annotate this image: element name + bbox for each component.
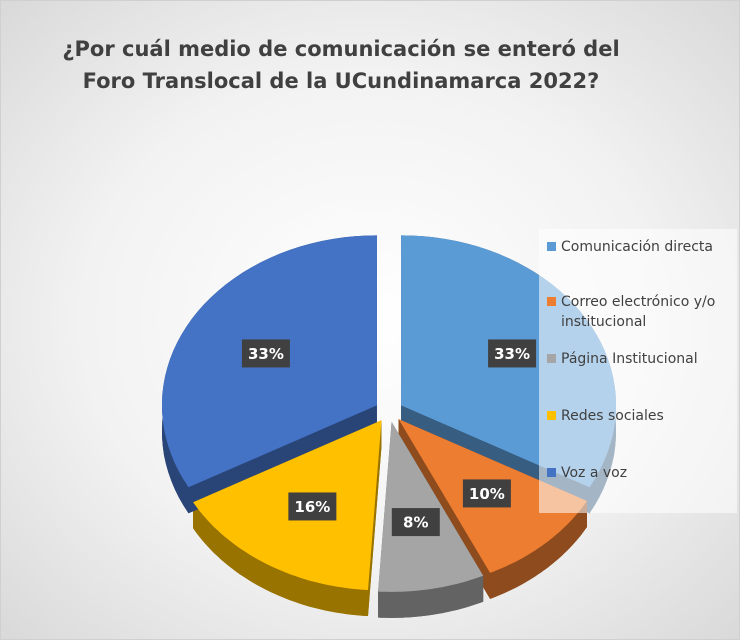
slice-side [378, 575, 484, 618]
data-label-bg [391, 508, 440, 537]
legend-label: Página Institucional [561, 351, 698, 367]
data-label: 33% [494, 345, 530, 363]
slice-side [490, 501, 587, 599]
legend-entry: Página Institucional [547, 349, 739, 369]
legend-swatch [547, 354, 556, 363]
legend-entry: Correo electrónico y/o institucional [547, 292, 739, 332]
data-label: 8% [403, 514, 428, 532]
legend-entry: Redes sociales [547, 406, 739, 426]
legend-label: Redes sociales [561, 408, 664, 424]
slice-side [368, 420, 382, 616]
legend-swatch [547, 411, 556, 420]
data-label: 33% [248, 345, 284, 363]
legend-swatch [547, 242, 556, 251]
legend-label: Comunicación directa [561, 239, 713, 255]
data-label-bg [241, 339, 290, 368]
legend-entry: Comunicación directa [547, 237, 739, 257]
slice-side [193, 502, 368, 616]
legend: Comunicación directa Correo electrónico y… [539, 229, 737, 513]
legend-swatch [547, 468, 556, 477]
chart-title: ¿Por cuál medio de comunicación se enter… [62, 37, 620, 93]
legend-swatch [547, 297, 556, 306]
legend-label: Correo electrónico y/o institucional [561, 294, 716, 330]
slice [378, 421, 484, 592]
data-label-bg [288, 492, 337, 521]
data-label: 16% [294, 498, 330, 516]
slice [193, 420, 382, 590]
legend-entry: Voz a voz [547, 463, 739, 483]
data-label-bg [488, 339, 537, 368]
legend-label: Voz a voz [561, 465, 628, 481]
data-label: 10% [469, 485, 505, 503]
data-label-bg [462, 479, 511, 508]
